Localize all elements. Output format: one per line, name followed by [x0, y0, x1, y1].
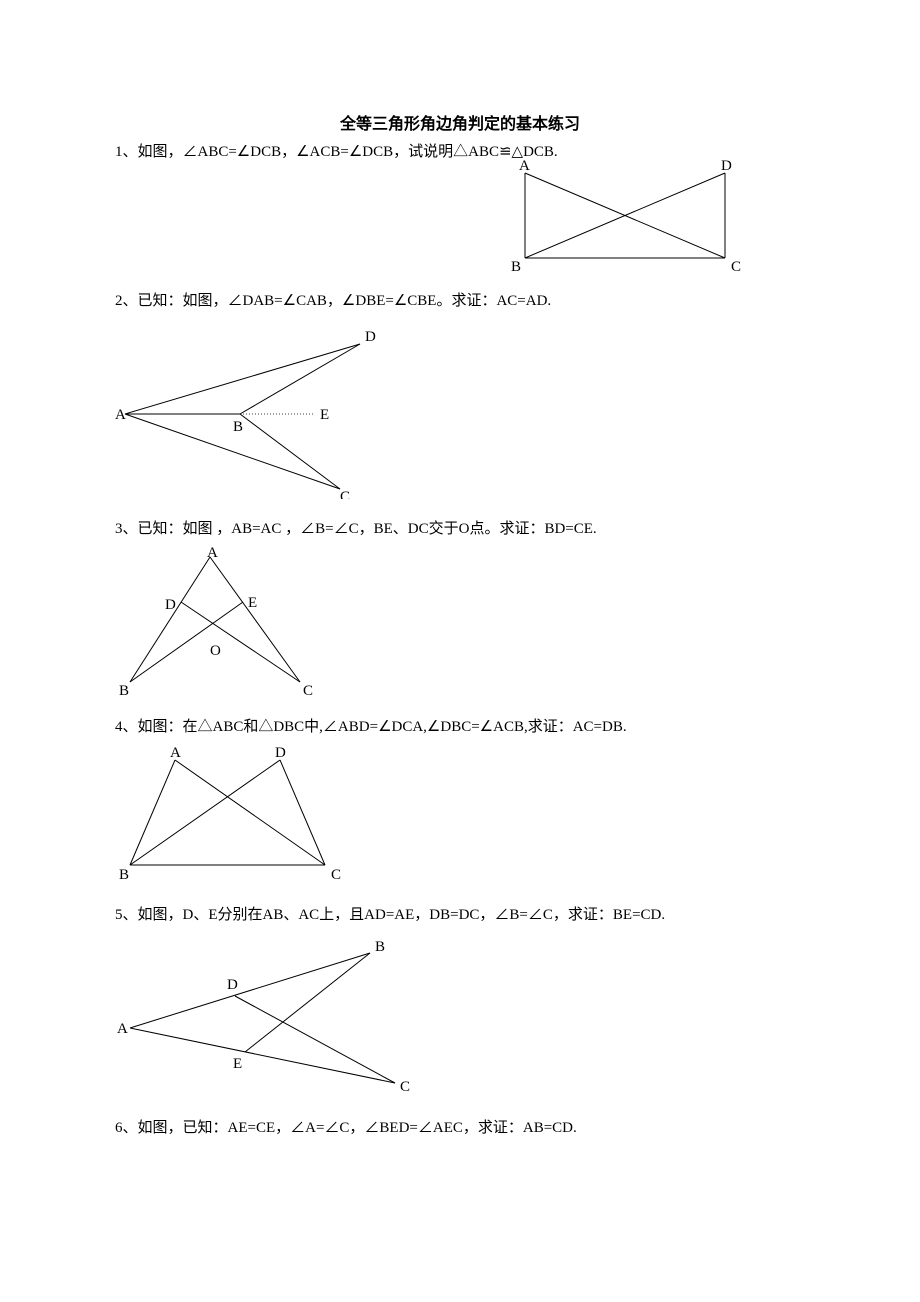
label-a: A — [117, 1021, 128, 1037]
label-c: C — [303, 683, 313, 697]
problem-6: 6、如图，已知：AE=CE，∠A=∠C，∠BED=∠AEC，求证：AB=CD. — [115, 1116, 805, 1140]
figure-2: A B E D C — [115, 319, 805, 499]
label-d: D — [721, 158, 732, 174]
problem-4-text: 4、如图：在△ABC和△DBC中,∠ABD=∠DCA,∠DBC=∠ACB,求证：… — [115, 715, 805, 739]
label-d: D — [165, 597, 176, 613]
figure-5-svg: A D E B C — [115, 933, 435, 1098]
figure-3-svg: A D E O B C — [115, 547, 335, 697]
page-title: 全等三角形角边角判定的基本练习 — [115, 110, 805, 134]
label-c: C — [731, 259, 741, 273]
problem-6-text: 6、如图，已知：AE=CE，∠A=∠C，∠BED=∠AEC，求证：AB=CD. — [115, 1116, 805, 1140]
label-a: A — [115, 407, 126, 423]
label-e: E — [233, 1056, 242, 1072]
label-b: B — [233, 419, 243, 435]
label-b: B — [119, 867, 129, 883]
label-o: O — [210, 643, 221, 659]
figure-3: A D E O B C — [115, 547, 805, 697]
figure-1-svg: A D B C — [505, 158, 745, 273]
label-e: E — [320, 407, 329, 423]
label-a: A — [170, 745, 181, 761]
label-d: D — [227, 977, 238, 993]
problem-3: 3、已知：如图 ，AB=AC ，∠B=∠C，BE、DC交于O点。求证：BD=CE… — [115, 517, 805, 697]
problem-3-text: 3、已知：如图 ，AB=AC ，∠B=∠C，BE、DC交于O点。求证：BD=CE… — [115, 517, 805, 541]
problem-1: 1、如图，∠ABC=∠DCB，∠ACB=∠DCB，试说明△ABC≌△DCB. A… — [115, 140, 805, 273]
label-b: B — [511, 259, 521, 273]
label-b: B — [375, 939, 385, 955]
label-a: A — [519, 158, 530, 174]
label-b: B — [119, 683, 129, 697]
problem-5: 5、如图，D、E分别在AB、AC上，且AD=AE，DB=DC，∠B=∠C，求证：… — [115, 903, 805, 1098]
problem-4: 4、如图：在△ABC和△DBC中,∠ABD=∠DCA,∠DBC=∠ACB,求证：… — [115, 715, 805, 885]
figure-2-svg: A B E D C — [115, 319, 415, 499]
problem-2: 2、已知：如图，∠DAB=∠CAB，∠DBE=∠CBE。求证：AC=AD. A … — [115, 289, 805, 499]
label-e: E — [248, 595, 257, 611]
label-d: D — [365, 329, 376, 345]
figure-5: A D E B C — [115, 933, 805, 1098]
figure-4-svg: A D B C — [115, 745, 375, 885]
label-c: C — [331, 867, 341, 883]
problem-2-text: 2、已知：如图，∠DAB=∠CAB，∠DBE=∠CBE。求证：AC=AD. — [115, 289, 805, 313]
label-a: A — [207, 547, 218, 561]
label-c: C — [400, 1079, 410, 1095]
label-c: C — [340, 489, 350, 499]
problem-5-text: 5、如图，D、E分别在AB、AC上，且AD=AE，DB=DC，∠B=∠C，求证：… — [115, 903, 805, 927]
figure-1: A D B C — [115, 158, 805, 273]
figure-4: A D B C — [115, 745, 805, 885]
label-d: D — [275, 745, 286, 761]
